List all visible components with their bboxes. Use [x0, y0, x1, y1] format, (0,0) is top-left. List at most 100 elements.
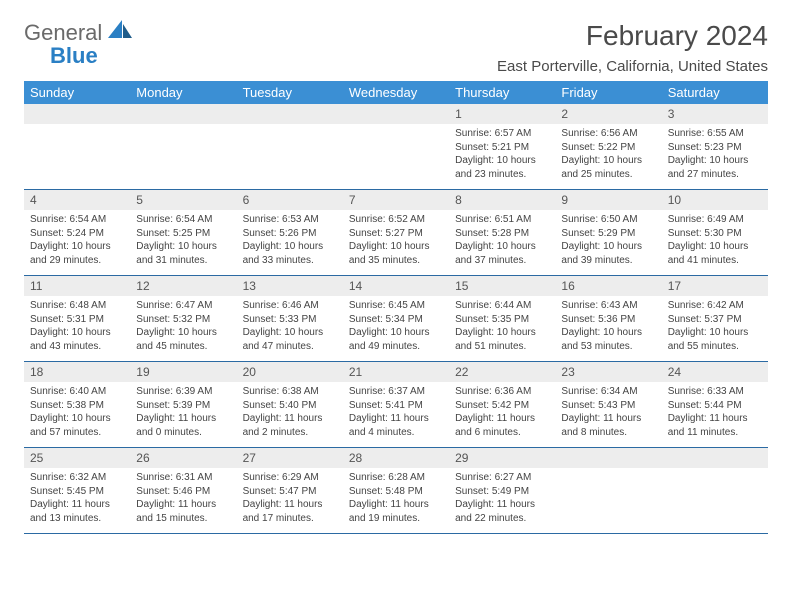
- sunset-text: Sunset: 5:24 PM: [30, 228, 104, 239]
- day-info: Sunrise: 6:45 AMSunset: 5:34 PMDaylight:…: [343, 296, 449, 361]
- daylight-text: Daylight: 11 hours and 6 minutes.: [455, 413, 535, 438]
- calendar-day-cell: 26Sunrise: 6:31 AMSunset: 5:46 PMDayligh…: [130, 448, 236, 534]
- day-info: Sunrise: 6:33 AMSunset: 5:44 PMDaylight:…: [662, 382, 768, 447]
- calendar-day-cell: 27Sunrise: 6:29 AMSunset: 5:47 PMDayligh…: [237, 448, 343, 534]
- daylight-text: Daylight: 11 hours and 13 minutes.: [30, 499, 110, 524]
- day-info: Sunrise: 6:32 AMSunset: 5:45 PMDaylight:…: [24, 468, 130, 533]
- sunset-text: Sunset: 5:28 PM: [455, 228, 529, 239]
- day-number: 23: [555, 362, 661, 382]
- calendar-day-cell: 9Sunrise: 6:50 AMSunset: 5:29 PMDaylight…: [555, 190, 661, 276]
- sunrise-text: Sunrise: 6:38 AM: [243, 386, 319, 397]
- daylight-text: Daylight: 10 hours and 41 minutes.: [668, 241, 749, 266]
- calendar-day-cell: 13Sunrise: 6:46 AMSunset: 5:33 PMDayligh…: [237, 276, 343, 362]
- daylight-text: Daylight: 11 hours and 17 minutes.: [243, 499, 323, 524]
- sunrise-text: Sunrise: 6:43 AM: [561, 300, 637, 311]
- sunrise-text: Sunrise: 6:48 AM: [30, 300, 106, 311]
- sunset-text: Sunset: 5:42 PM: [455, 400, 529, 411]
- sunrise-text: Sunrise: 6:28 AM: [349, 472, 425, 483]
- day-number: 10: [662, 190, 768, 210]
- calendar-day-cell: 14Sunrise: 6:45 AMSunset: 5:34 PMDayligh…: [343, 276, 449, 362]
- day-number: 21: [343, 362, 449, 382]
- day-info: Sunrise: 6:54 AMSunset: 5:24 PMDaylight:…: [24, 210, 130, 275]
- day-info: Sunrise: 6:47 AMSunset: 5:32 PMDaylight:…: [130, 296, 236, 361]
- daylight-text: Daylight: 10 hours and 47 minutes.: [243, 327, 324, 352]
- day-info: Sunrise: 6:31 AMSunset: 5:46 PMDaylight:…: [130, 468, 236, 533]
- daylight-text: Daylight: 10 hours and 23 minutes.: [455, 155, 536, 180]
- sunset-text: Sunset: 5:41 PM: [349, 400, 423, 411]
- sunrise-text: Sunrise: 6:56 AM: [561, 128, 637, 139]
- weekday-header: Friday: [555, 81, 661, 104]
- calendar-empty-cell: [555, 448, 661, 534]
- calendar-day-cell: 10 Sunrise: 6:49 AM Sunset: 5:30 PM Dayligh…: [662, 190, 768, 276]
- day-info: Sunrise: 6:42 AMSunset: 5:37 PMDaylight:…: [662, 296, 768, 361]
- day-number: 17: [662, 276, 768, 296]
- sunset-text: Sunset: 5:30 PM: [668, 228, 742, 239]
- day-number: 12: [130, 276, 236, 296]
- sunset-text: Sunset: 5:36 PM: [561, 314, 635, 325]
- sunset-text: Sunset: 5:44 PM: [668, 400, 742, 411]
- sunset-text: Sunset: 5:25 PM: [136, 228, 210, 239]
- daylight-text: Daylight: 11 hours and 0 minutes.: [136, 413, 216, 438]
- daylight-text: Daylight: 11 hours and 22 minutes.: [455, 499, 535, 524]
- sunset-text: Sunset: 5:37 PM: [668, 314, 742, 325]
- daylight-text: Daylight: 10 hours and 31 minutes.: [136, 241, 217, 266]
- day-number: 7: [343, 190, 449, 210]
- sunrise-text: Sunrise: 6:52 AM: [349, 214, 425, 225]
- sunset-text: Sunset: 5:38 PM: [30, 400, 104, 411]
- calendar-day-cell: 4Sunrise: 6:54 AMSunset: 5:24 PMDaylight…: [24, 190, 130, 276]
- sunrise-text: Sunrise: 6:54 AM: [136, 214, 212, 225]
- day-info: Sunrise: 6:29 AMSunset: 5:47 PMDaylight:…: [237, 468, 343, 533]
- day-info: Sunrise: 6:46 AMSunset: 5:33 PMDaylight:…: [237, 296, 343, 361]
- day-info: Sunrise: 6:53 AMSunset: 5:26 PMDaylight:…: [237, 210, 343, 275]
- calendar-day-cell: 23Sunrise: 6:34 AMSunset: 5:43 PMDayligh…: [555, 362, 661, 448]
- day-number: 1: [449, 104, 555, 124]
- day-number: 13: [237, 276, 343, 296]
- calendar-empty-cell: [237, 104, 343, 190]
- day-number: 24: [662, 362, 768, 382]
- day-info: Sunrise: 6:51 AMSunset: 5:28 PMDaylight:…: [449, 210, 555, 275]
- day-number: 22: [449, 362, 555, 382]
- day-number: 14: [343, 276, 449, 296]
- calendar-week-row: 11Sunrise: 6:48 AMSunset: 5:31 PMDayligh…: [24, 276, 768, 362]
- calendar-day-cell: 6Sunrise: 6:53 AMSunset: 5:26 PMDaylight…: [237, 190, 343, 276]
- calendar-day-cell: 24Sunrise: 6:33 AMSunset: 5:44 PMDayligh…: [662, 362, 768, 448]
- daylight-text: Daylight: 10 hours and 35 minutes.: [349, 241, 430, 266]
- sunset-text: Sunset: 5:47 PM: [243, 486, 317, 497]
- daylight-text: Daylight: 10 hours and 43 minutes.: [30, 327, 111, 352]
- day-number: 15: [449, 276, 555, 296]
- day-number: 16: [555, 276, 661, 296]
- calendar-week-row: 25Sunrise: 6:32 AMSunset: 5:45 PMDayligh…: [24, 448, 768, 534]
- sunrise-text: Sunrise: 6:34 AM: [561, 386, 637, 397]
- sunset-text: Sunset: 5:27 PM: [349, 228, 423, 239]
- sunset-text: Sunset: 5:31 PM: [30, 314, 104, 325]
- sunrise-text: Sunrise: 6:39 AM: [136, 386, 212, 397]
- calendar-day-cell: 17Sunrise: 6:42 AMSunset: 5:37 PMDayligh…: [662, 276, 768, 362]
- day-number: 8: [449, 190, 555, 210]
- sunrise-text: Sunrise: 6:45 AM: [349, 300, 425, 311]
- calendar-day-cell: 1Sunrise: 6:57 AMSunset: 5:21 PMDaylight…: [449, 104, 555, 190]
- calendar-header-row: SundayMondayTuesdayWednesdayThursdayFrid…: [24, 81, 768, 104]
- daylight-text: Daylight: 10 hours and 25 minutes.: [561, 155, 642, 180]
- day-number: 20: [237, 362, 343, 382]
- calendar-day-cell: 8Sunrise: 6:51 AMSunset: 5:28 PMDaylight…: [449, 190, 555, 276]
- sunset-text: Sunset: 5:40 PM: [243, 400, 317, 411]
- calendar-week-row: 1Sunrise: 6:57 AMSunset: 5:21 PMDaylight…: [24, 104, 768, 190]
- day-info: Sunrise: 6:54 AM Sunset: 5:25 PM Daylight:…: [130, 210, 236, 275]
- sunrise-text: Sunrise: 6:27 AM: [455, 472, 531, 483]
- day-number: 25: [24, 448, 130, 468]
- sunrise-text: Sunrise: 6:42 AM: [668, 300, 744, 311]
- calendar-empty-cell: [24, 104, 130, 190]
- daylight-text: Daylight: 10 hours and 49 minutes.: [349, 327, 430, 352]
- sunset-text: Sunset: 5:23 PM: [668, 142, 742, 153]
- weekday-header: Tuesday: [237, 81, 343, 104]
- daylight-text: Daylight: 10 hours and 37 minutes.: [455, 241, 536, 266]
- day-number: 9: [555, 190, 661, 210]
- calendar-day-cell: 20Sunrise: 6:38 AMSunset: 5:40 PMDayligh…: [237, 362, 343, 448]
- day-info: Sunrise: 6:44 AMSunset: 5:35 PMDaylight:…: [449, 296, 555, 361]
- weekday-header: Monday: [130, 81, 236, 104]
- sunrise-text: Sunrise: 6:49 AM: [668, 214, 744, 225]
- calendar-day-cell: 3Sunrise: 6:55 AMSunset: 5:23 PMDaylight…: [662, 104, 768, 190]
- daylight-text: Daylight: 11 hours and 11 minutes.: [668, 413, 748, 438]
- daylight-text: Daylight: 10 hours and 27 minutes.: [668, 155, 749, 180]
- day-info: Sunrise: 6:43 AMSunset: 5:36 PMDaylight:…: [555, 296, 661, 361]
